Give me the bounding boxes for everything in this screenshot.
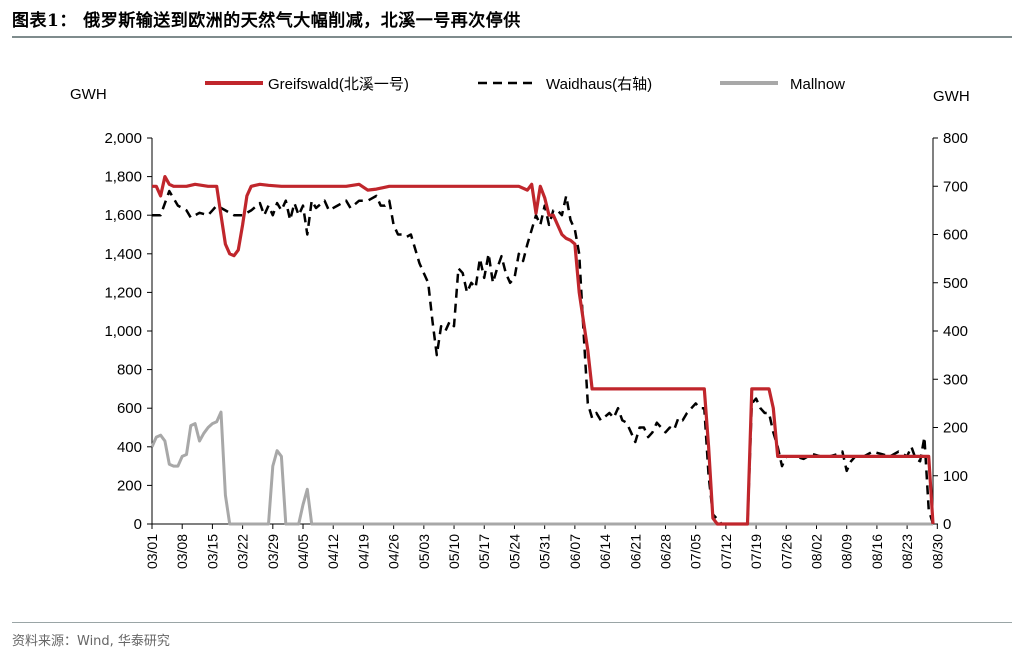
figure-title: 图表1： 俄罗斯输送到欧洲的天然气大幅削减，北溪一号再次停供 [12, 11, 521, 31]
legend-label-mallnow: Mallnow [790, 76, 845, 93]
right-axis-tick-label: 700 [943, 178, 968, 195]
left-axis-tick-label: 1,200 [104, 284, 142, 301]
left-axis-tick-label: 800 [117, 362, 142, 379]
left-axis-tick-label: 1,400 [104, 246, 142, 263]
x-axis-tick-label: 07/26 [778, 534, 794, 569]
left-axis-tick-label: 1,000 [104, 323, 142, 340]
x-axis-tick-label: 08/23 [899, 534, 915, 569]
source-note: 资料来源：Wind, 华泰研究 [12, 634, 170, 649]
x-axis-tick-label: 07/12 [718, 534, 734, 569]
series-line-greifswald [152, 175, 935, 526]
footer-rule [12, 622, 1012, 623]
x-axis-tick-label: 04/19 [355, 534, 371, 569]
dual-axis-line-chart: 0 200 400 600 800 1,000 1,200 1,400 1,600 1,800 2,… [70, 76, 970, 569]
chart-axes: 0 200 400 600 800 1,000 1,200 1,400 1,600 1,800 2,… [104, 130, 968, 569]
x-axis-tick-label: 08/09 [839, 534, 855, 569]
chart-legend: Greifswald(北溪一号) Waidhaus(右轴) Mallnow [205, 76, 845, 93]
right-axis-tick-label: 400 [943, 323, 968, 340]
right-axis-tick-label: 100 [943, 468, 968, 485]
left-axis-tick-label: 0 [134, 516, 142, 533]
right-axis-unit-label: GWH [933, 88, 970, 105]
right-axis-tick-label: 0 [943, 516, 951, 533]
left-axis-unit-label: GWH [70, 86, 107, 103]
x-axis-tick-label: 03/01 [144, 534, 160, 569]
x-axis-tick-label: 05/10 [446, 534, 462, 569]
x-axis-tick-label: 05/03 [416, 534, 432, 569]
left-axis-tick-label: 600 [117, 400, 142, 417]
x-axis-tick-label: 03/08 [174, 534, 190, 569]
x-axis-tick-label: 04/12 [325, 534, 341, 569]
x-axis-tick-label: 06/21 [627, 534, 643, 569]
x-axis-tick-label: 04/05 [295, 534, 311, 569]
x-axis-tick-label: 05/17 [476, 534, 492, 569]
right-axis-tick-label: 200 [943, 420, 968, 437]
right-axis-tick-label: 800 [943, 130, 968, 147]
right-axis-tick-label: 300 [943, 371, 968, 388]
series-line-waidhaus [152, 189, 935, 526]
x-axis-tick-label: 06/14 [597, 534, 613, 569]
x-axis-tick-label: 05/31 [537, 534, 553, 569]
title-rule [12, 36, 1012, 38]
x-axis-tick-label: 08/30 [929, 534, 945, 569]
x-axis-tick-label: 03/29 [265, 534, 281, 569]
x-axis-tick-label: 06/07 [567, 534, 583, 569]
legend-label-greifswald: Greifswald(北溪一号) [268, 76, 409, 93]
x-axis-tick-label: 03/15 [204, 534, 220, 569]
left-axis-tick-label: 400 [117, 439, 142, 456]
x-axis-tick-label: 05/24 [506, 534, 522, 569]
x-axis-tick-label: 08/02 [808, 534, 824, 569]
x-axis-tick-label: 07/19 [748, 534, 764, 569]
x-axis-tick-label: 06/28 [657, 534, 673, 569]
x-axis-tick-label: 04/26 [386, 534, 402, 569]
left-axis-tick-label: 2,000 [104, 130, 142, 147]
x-axis-tick-label: 08/16 [869, 534, 885, 569]
left-axis-tick-label: 1,800 [104, 169, 142, 186]
legend-label-waidhaus: Waidhaus(右轴) [546, 76, 652, 93]
right-axis-tick-label: 600 [943, 227, 968, 244]
series-line-mallnow [150, 410, 933, 526]
left-axis-tick-label: 200 [117, 477, 142, 494]
right-axis-tick-label: 500 [943, 275, 968, 292]
left-axis-tick-label: 1,600 [104, 207, 142, 224]
x-axis-tick-label: 03/22 [235, 534, 251, 569]
chart-series [150, 175, 935, 526]
x-axis-tick-label: 07/05 [688, 534, 704, 569]
